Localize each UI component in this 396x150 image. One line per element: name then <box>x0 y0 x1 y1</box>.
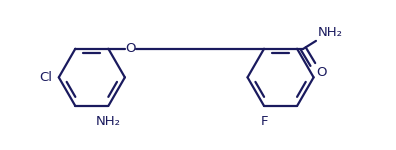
Text: O: O <box>316 66 326 79</box>
Text: Cl: Cl <box>40 71 53 84</box>
Text: NH₂: NH₂ <box>96 115 121 128</box>
Text: F: F <box>260 115 268 128</box>
Text: NH₂: NH₂ <box>318 26 343 39</box>
Text: O: O <box>125 42 135 55</box>
